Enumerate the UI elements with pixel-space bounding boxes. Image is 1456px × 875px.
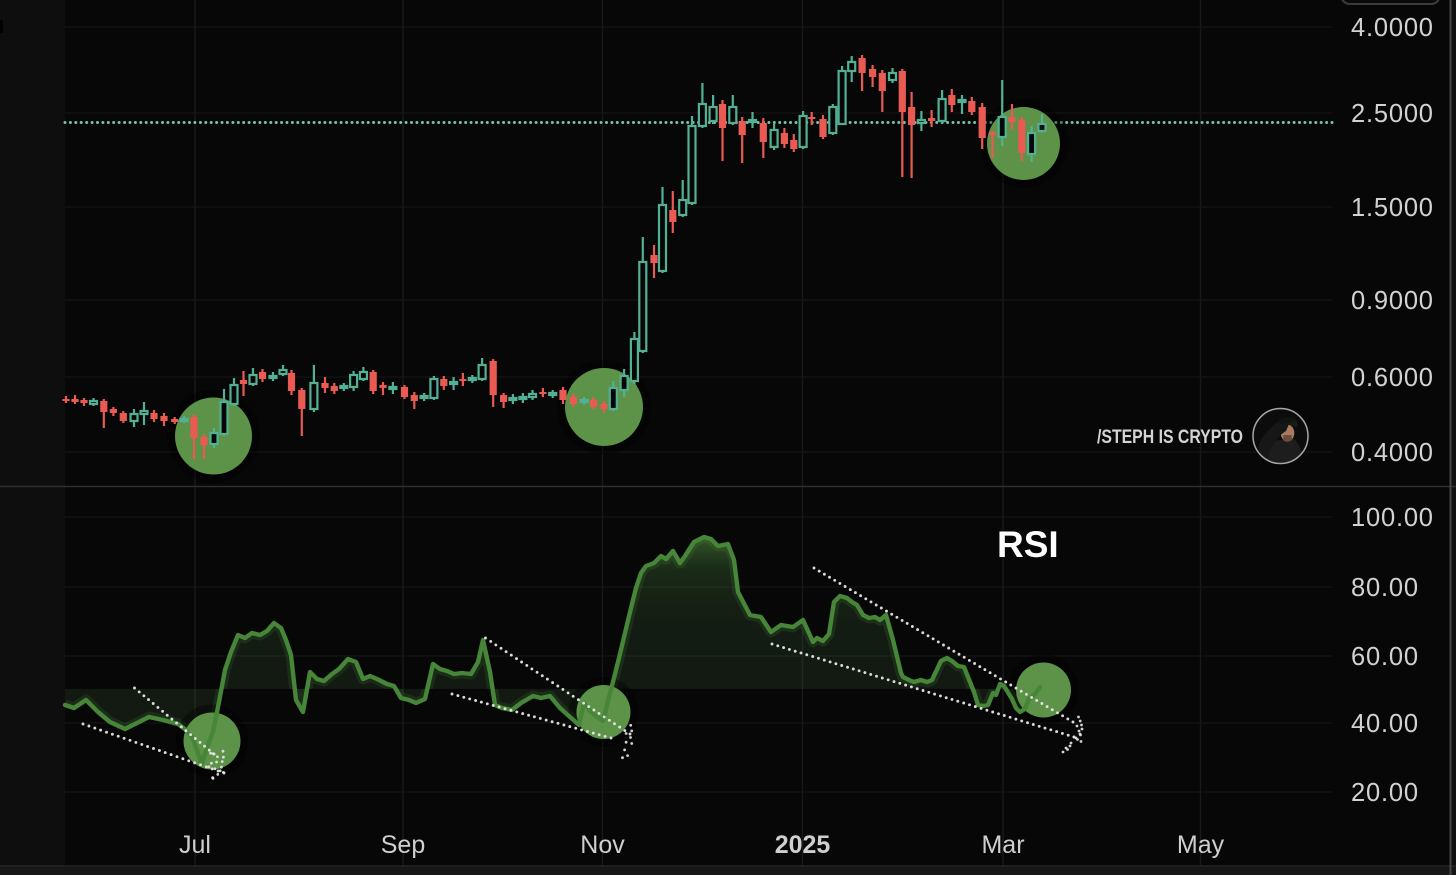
svg-text:60.00: 60.00 — [1351, 643, 1419, 671]
svg-text:/STEPH IS CRYPTO: /STEPH IS CRYPTO — [1097, 427, 1243, 448]
svg-text:4.0000: 4.0000 — [1351, 14, 1434, 42]
svg-text:2025: 2025 — [775, 831, 831, 859]
svg-text:Jul: Jul — [179, 831, 211, 859]
svg-text:0.6000: 0.6000 — [1351, 364, 1434, 392]
svg-text:Sep: Sep — [381, 831, 425, 859]
svg-text:40.00: 40.00 — [1351, 710, 1419, 738]
svg-text:100.00: 100.00 — [1351, 504, 1434, 532]
svg-text:20.00: 20.00 — [1351, 779, 1419, 807]
svg-text:2.5000: 2.5000 — [1351, 100, 1434, 128]
svg-text:May: May — [1177, 831, 1225, 859]
svg-text:RSI: RSI — [997, 524, 1059, 565]
svg-text:1.5000: 1.5000 — [1351, 194, 1434, 222]
svg-text:Nov: Nov — [580, 831, 625, 859]
svg-text:0.9000: 0.9000 — [1351, 287, 1434, 315]
svg-text:0.4000: 0.4000 — [1351, 439, 1434, 467]
svg-text:80.00: 80.00 — [1351, 574, 1419, 602]
svg-text:Mar: Mar — [981, 831, 1024, 859]
